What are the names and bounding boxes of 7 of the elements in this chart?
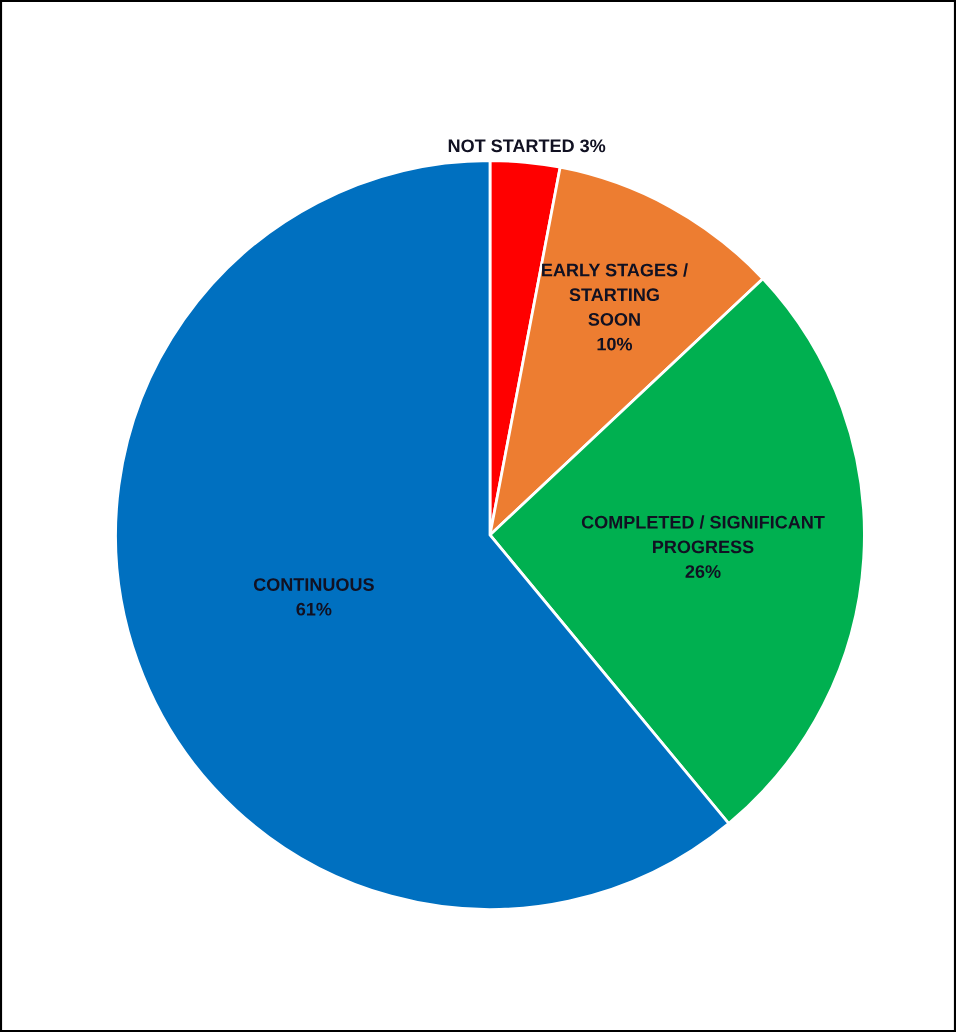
- data-label: 61%: [296, 602, 332, 616]
- data-label: 10%: [597, 337, 633, 351]
- slice-label: CONTINUOUS: [253, 578, 374, 591]
- slice-label: COMPLETED / SIGNIFICANT PROGRESS: [581, 515, 825, 554]
- slice-label: EARLY STAGES / STARTING SOON: [542, 263, 688, 326]
- slice-label: NOT STARTED 3%: [448, 139, 606, 153]
- data-label: 26%: [685, 565, 721, 578]
